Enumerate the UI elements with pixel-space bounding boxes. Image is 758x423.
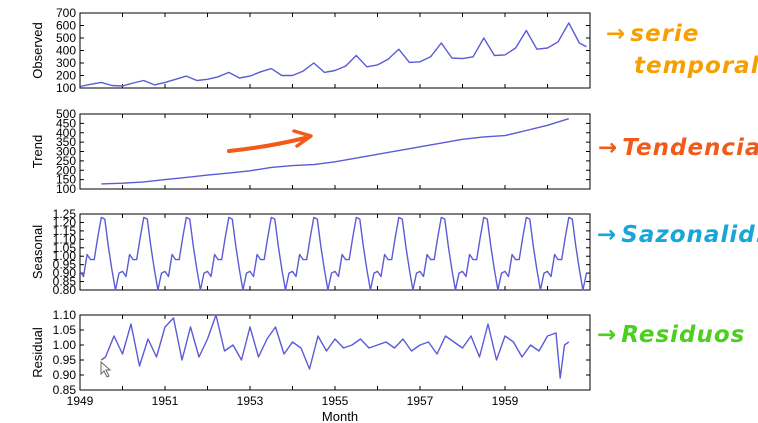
annotation-residuos: → Residuos (597, 322, 745, 348)
x-tick-label: 1957 (407, 394, 434, 408)
annotation-residuos-label: Residuos (621, 322, 746, 348)
y-tick-label: 0.95 (53, 258, 77, 272)
arrow-icon: → (606, 21, 627, 47)
y-tick-label: 350 (56, 135, 76, 149)
y-tick-label: 100 (56, 182, 76, 196)
y-tick-label: 0.90 (53, 266, 77, 280)
y-tick-label: 1.20 (53, 215, 77, 229)
y-axis-label: Trend (30, 135, 45, 168)
plot-frame (79, 12, 591, 89)
x-tick-label: 1955 (322, 394, 349, 408)
arrow-icon: → (597, 222, 618, 248)
y-tick-label: 1.10 (53, 308, 77, 322)
annotation-tendencia-label: Tendencia (622, 135, 758, 161)
y-tick-label: 300 (56, 145, 76, 159)
y-tick-label: 250 (56, 154, 76, 168)
plot-frame (79, 113, 591, 190)
x-tick-label: 1953 (237, 394, 264, 408)
y-tick-label: 1.10 (53, 232, 77, 246)
y-tick-label: 1.05 (53, 241, 77, 255)
y-tick-label: 400 (56, 126, 76, 140)
y-tick-label: 700 (56, 6, 76, 20)
y-axis-label: Observed (30, 22, 45, 78)
y-tick-label: 600 (56, 19, 76, 33)
plot-frame (79, 213, 591, 291)
annotation-tendencia: → Tendencia (598, 135, 758, 161)
annotation-sazonalid-label: Sazonalid. (621, 222, 758, 248)
series-line-trend (101, 118, 570, 185)
y-tick-label: 0.85 (53, 275, 77, 289)
x-tick-label: 1951 (152, 394, 179, 408)
y-tick-label: 150 (56, 173, 76, 187)
arrow-icon: → (598, 135, 619, 161)
x-tick-label: 1949 (67, 394, 94, 408)
y-tick-label: 0.90 (53, 368, 77, 382)
y-tick-label: 1.00 (53, 338, 77, 352)
y-tick-label: 400 (56, 44, 76, 58)
y-tick-label: 1.25 (53, 207, 77, 221)
y-tick-label: 200 (56, 69, 76, 83)
trend-arrow-head (292, 129, 313, 148)
y-tick-label: 1.05 (53, 323, 77, 337)
x-axis-label: Month (322, 409, 358, 423)
x-tick-label: 1959 (492, 394, 519, 408)
series-line-observed (79, 22, 587, 88)
annotation-sazonalid: → Sazonalid. (597, 222, 758, 248)
series-line-residual (100, 314, 570, 379)
annotation-serie-label: serie (630, 21, 700, 47)
y-tick-label: 500 (56, 107, 76, 121)
y-tick-label: 1.15 (53, 224, 77, 238)
y-axis-label: Seasonal (30, 225, 45, 279)
series-line-seasonal (79, 216, 588, 291)
y-tick-label: 300 (56, 56, 76, 70)
y-tick-label: 0.80 (53, 283, 77, 297)
y-axis-label: Residual (30, 327, 45, 378)
y-tick-label: 1.00 (53, 249, 77, 263)
y-tick-label: 450 (56, 116, 76, 130)
y-tick-label: 0.95 (53, 353, 77, 367)
mouse-pointer-icon (100, 360, 112, 378)
trend-arrow (227, 136, 307, 153)
y-tick-label: 0.85 (53, 383, 77, 397)
annotation-serie-temporal: → serie temporal (606, 18, 758, 82)
y-tick-label: 100 (56, 81, 76, 95)
y-tick-label: 500 (56, 31, 76, 45)
plot-frame (79, 314, 591, 391)
annotation-temporal-label: temporal (634, 53, 758, 79)
arrow-icon: → (597, 322, 618, 348)
y-tick-label: 200 (56, 163, 76, 177)
